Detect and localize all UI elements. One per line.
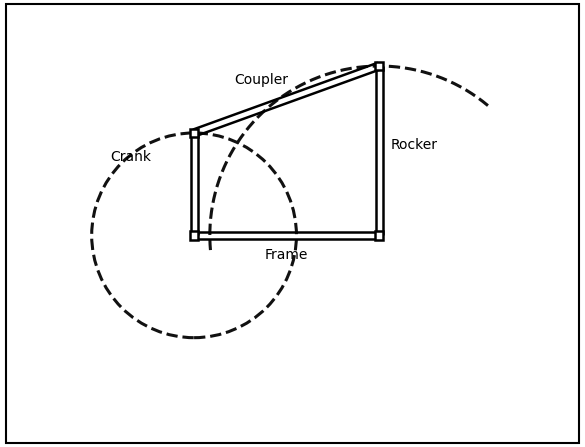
Text: Coupler: Coupler [234,73,288,87]
Bar [190,231,198,240]
Text: Frame: Frame [265,248,308,262]
Bar [375,62,383,70]
Bar [375,231,383,240]
Text: Crank: Crank [111,150,152,164]
Bar [190,129,198,137]
Text: Rocker: Rocker [391,138,438,152]
